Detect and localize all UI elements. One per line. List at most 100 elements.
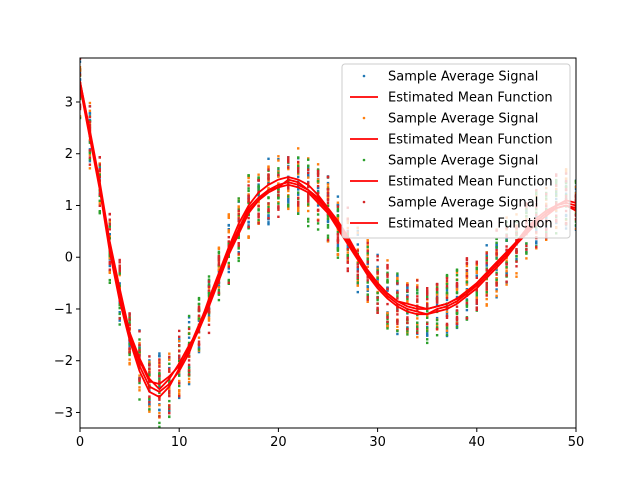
sample-point <box>138 343 141 347</box>
sample-point <box>88 160 92 163</box>
sample-point <box>207 309 211 312</box>
sample-point <box>257 183 260 186</box>
sample-point <box>465 257 469 260</box>
sample-point <box>148 355 151 358</box>
sample-point <box>307 158 310 161</box>
sample-point <box>416 325 419 329</box>
sample-point <box>128 353 131 357</box>
sample-point <box>396 309 399 313</box>
sample-point <box>148 408 151 411</box>
sample-point <box>386 278 389 281</box>
sample-point <box>178 384 181 388</box>
sample-point <box>88 151 92 155</box>
sample-point <box>267 204 270 207</box>
sample-point <box>455 311 459 315</box>
sample-point <box>267 168 270 171</box>
sample-point <box>574 196 576 199</box>
sample-point <box>277 208 280 211</box>
sample-point <box>465 302 469 305</box>
sample-point <box>435 283 439 286</box>
sample-point <box>445 310 449 313</box>
sample-point <box>485 291 488 294</box>
sample-point <box>297 167 300 170</box>
sample-point <box>495 294 498 298</box>
sample-point <box>227 270 230 274</box>
sample-point <box>98 210 101 213</box>
sample-point <box>386 289 389 292</box>
sample-point <box>336 253 340 257</box>
sample-point <box>297 191 300 194</box>
sample-point <box>128 358 131 361</box>
sample-point <box>267 196 270 200</box>
sample-point <box>475 289 478 292</box>
sample-point <box>217 298 221 302</box>
sample-point <box>118 267 121 270</box>
sample-point <box>505 267 508 270</box>
sample-point <box>138 347 141 350</box>
sample-point <box>207 314 211 317</box>
sample-point <box>267 157 270 160</box>
sample-point <box>495 250 498 254</box>
sample-point <box>515 260 518 263</box>
sample-point <box>217 254 221 258</box>
sample-point <box>217 252 221 255</box>
sample-point <box>187 321 191 324</box>
sample-point <box>207 278 211 281</box>
sample-point <box>455 309 459 312</box>
sample-point <box>237 236 240 240</box>
sample-point <box>574 218 576 221</box>
sample-point <box>485 303 488 306</box>
sample-point <box>574 185 576 189</box>
sample-point <box>465 275 469 278</box>
sample-point <box>257 176 260 179</box>
sample-point <box>158 354 161 358</box>
sample-point <box>168 399 171 403</box>
sample-point <box>455 326 459 329</box>
sample-point <box>426 303 429 306</box>
sample-point <box>346 255 349 258</box>
sample-point <box>376 267 379 271</box>
sample-point <box>247 189 250 193</box>
sample-point <box>207 307 211 311</box>
sample-point <box>455 271 459 274</box>
sample-point <box>475 262 478 265</box>
sample-point <box>326 238 330 242</box>
sample-point <box>138 386 141 389</box>
sample-point <box>336 241 340 244</box>
sample-point <box>237 197 240 200</box>
sample-point <box>148 399 151 402</box>
sample-point <box>574 187 576 191</box>
sample-point <box>98 175 101 178</box>
sample-point <box>515 248 518 251</box>
sample-point <box>386 273 389 276</box>
sample-point <box>435 327 439 331</box>
sample-point <box>297 147 300 150</box>
sample-point <box>118 258 121 262</box>
sample-point <box>406 333 409 336</box>
sample-point <box>148 367 151 371</box>
sample-point <box>445 275 449 278</box>
sample-point <box>386 263 389 267</box>
sample-point <box>426 322 429 326</box>
sample-point <box>178 335 181 338</box>
sample-point <box>495 237 498 240</box>
sample-point <box>247 224 250 227</box>
sample-point <box>267 179 270 182</box>
sample-point <box>396 332 399 336</box>
sample-point <box>495 290 498 293</box>
sample-point <box>197 298 201 301</box>
sample-point <box>455 268 459 271</box>
sample-point <box>207 323 211 326</box>
sample-point <box>356 281 359 284</box>
sample-point <box>257 216 260 219</box>
sample-point <box>366 289 369 292</box>
sample-point <box>168 415 171 418</box>
sample-point <box>435 323 439 327</box>
sample-point <box>485 304 488 307</box>
sample-point <box>505 265 508 269</box>
sample-point <box>307 166 310 169</box>
sample-point <box>475 260 478 263</box>
sample-point <box>475 270 478 273</box>
sample-point <box>366 288 369 291</box>
sample-point <box>118 317 121 320</box>
